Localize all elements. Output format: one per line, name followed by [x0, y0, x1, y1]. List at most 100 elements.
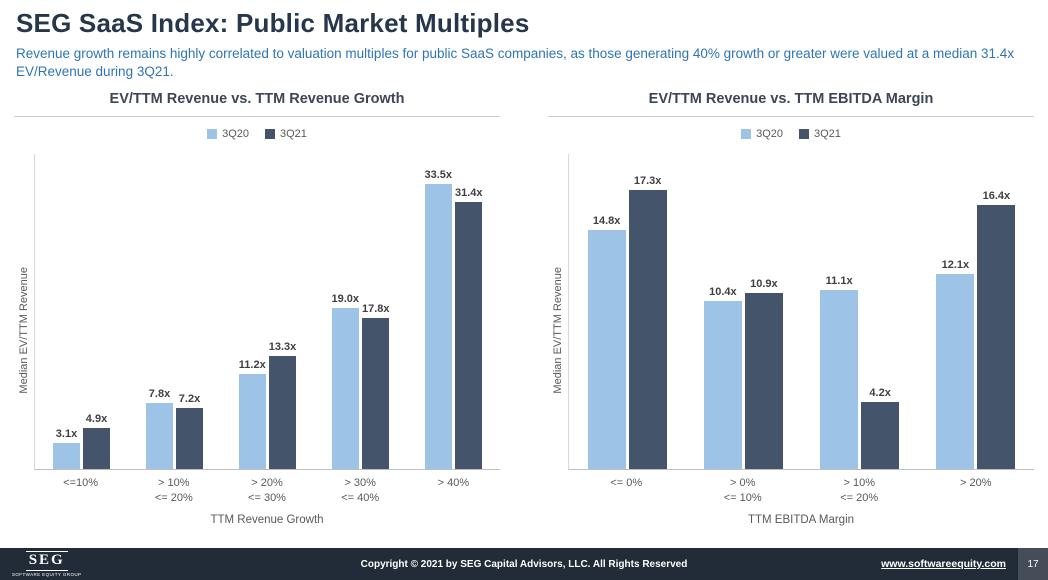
page-title: SEG SaaS Index: Public Market Multiples [16, 8, 530, 38]
bar [269, 356, 296, 470]
category-label: > 20% <= 30% [248, 477, 286, 505]
footer-right: www.softwareequity.com 17 [881, 548, 1048, 580]
bar-value-label: 14.8x [592, 215, 621, 228]
y-axis-label: Median EV/TTM Revenue [552, 267, 564, 394]
bar-3q21-0: 4.9x [83, 154, 110, 470]
bars-row: 3.1x 4.9x 7.8x 7.2x 11.2x 13.3x 19.0x 17.8x 33.5… [34, 154, 500, 471]
bar-3q21-2: 4.2x [861, 154, 900, 470]
bar [83, 427, 110, 470]
legend-swatch-3q20 [207, 129, 218, 140]
legend-item-3q21: 3Q21 [265, 128, 307, 140]
bar [936, 273, 975, 470]
legend-item-3q21: 3Q21 [799, 128, 841, 140]
bar-value-label: 16.4x [982, 189, 1011, 202]
bar [744, 293, 783, 470]
bar-value-label: 7.2x [178, 393, 201, 406]
footer-website-link[interactable]: www.softwareequity.com [881, 558, 1006, 570]
legend-label: 3Q20 [756, 128, 783, 141]
legend-item-3q20: 3Q20 [207, 128, 249, 140]
bar-group-0: 3.1x 4.9x [35, 154, 128, 470]
category-label: > 20% [960, 477, 992, 490]
bar-value-label: 17.8x [362, 302, 390, 315]
footer-copyright: Copyright © 2021 by SEG Capital Advisors… [360, 558, 688, 570]
bar-3q20-4: 33.5x [424, 154, 452, 470]
bar-value-label: 31.4x [455, 187, 483, 200]
seg-logo-subtext: Software Equity Group [12, 571, 82, 577]
bar-value-label: 19.0x [331, 292, 359, 305]
category-label: > 10% <= 20% [154, 477, 193, 505]
bar-value-label: 4.2x [869, 386, 891, 399]
category-label: <=10% [63, 477, 99, 490]
bar-group-4: 33.5x 31.4x [407, 154, 500, 470]
bar [820, 290, 859, 470]
bar-3q21-1: 7.2x [176, 154, 203, 470]
y-axis-column: Median EV/TTM Revenue [548, 154, 568, 506]
bar [238, 374, 266, 470]
legend-swatch-3q20 [741, 129, 752, 140]
bar-3q20-3: 12.1x [936, 154, 975, 470]
legend-label: 3Q20 [222, 128, 249, 141]
footer: SEG Software Equity Group Copyright © 20… [0, 548, 1048, 580]
chart-legend: 3Q20 3Q21 [548, 128, 1034, 140]
bar-value-label: 10.9x [750, 278, 778, 291]
bar-3q21-3: 16.4x [977, 154, 1016, 470]
bar [146, 403, 173, 470]
bar-group-3: 12.1x 16.4x [918, 154, 1034, 470]
bar-3q21-0: 17.3x [628, 154, 667, 470]
bar [703, 301, 742, 470]
category-label: > 40% [437, 477, 470, 490]
bar-group-1: 7.8x 7.2x [128, 154, 221, 470]
plot-area: 3.1x 4.9x 7.8x 7.2x 11.2x 13.3x 19.0x 17.8x 33.5… [34, 154, 500, 506]
bar [176, 408, 203, 470]
chart-body: Median EV/TTM Revenue 3.1x 4.9x 7.8x 7.2x 11… [14, 154, 500, 506]
bar-group-0: 14.8x 17.3x [569, 154, 685, 470]
chart-ev-revenue-vs-growth: EV/TTM Revenue vs. TTM Revenue Growth 3Q… [14, 91, 500, 526]
bar-value-label: 11.2x [238, 359, 266, 372]
bar-group-2: 11.2x 13.3x [221, 154, 314, 470]
bar [977, 204, 1016, 470]
category-label: > 10% <= 20% [840, 477, 879, 505]
bar-value-label: 10.4x [709, 286, 737, 299]
legend-swatch-3q21 [265, 129, 275, 140]
legend-item-3q20: 3Q20 [741, 128, 783, 140]
bar-value-label: 7.8x [148, 388, 171, 401]
bar-3q20-3: 19.0x [331, 154, 359, 470]
categories-row: <=10% > 10% <= 20% > 20% <= 30% > 30% <= 40… [34, 470, 500, 506]
bar-value-label: 13.3x [268, 341, 297, 354]
bar [53, 443, 80, 470]
chart-legend: 3Q20 3Q21 [14, 128, 500, 140]
bar-3q20-2: 11.2x [238, 154, 266, 470]
x-axis-label: TTM EBITDA Margin [747, 514, 855, 527]
categories-row: <= 0% > 0% <= 10% > 10% <= 20% > 20% [568, 470, 1034, 506]
bar-value-label: 3.1x [55, 428, 78, 441]
category-label: <= 0% [610, 477, 643, 490]
bar [861, 401, 900, 470]
bar-3q20-1: 10.4x [703, 154, 742, 470]
bar-group-2: 11.1x 4.2x [802, 154, 918, 470]
bar-3q21-4: 31.4x [455, 154, 483, 470]
bar-value-label: 33.5x [424, 169, 452, 182]
bar-value-label: 17.3x [633, 174, 662, 187]
chart-ev-revenue-vs-ebitda-margin: EV/TTM Revenue vs. TTM EBITDA Margin 3Q2… [548, 91, 1034, 526]
charts-container: EV/TTM Revenue vs. TTM Revenue Growth 3Q… [0, 81, 1048, 526]
bar-3q20-0: 14.8x [587, 154, 626, 470]
y-axis-column: Median EV/TTM Revenue [14, 154, 34, 506]
bar-group-1: 10.4x 10.9x [685, 154, 801, 470]
y-axis-label: Median EV/TTM Revenue [18, 267, 30, 394]
bar [424, 184, 452, 470]
legend-swatch-3q21 [799, 129, 809, 140]
page-subtitle: Revenue growth remains highly correlated… [16, 46, 1015, 80]
bar-3q20-0: 3.1x [53, 154, 80, 470]
plot-area: 14.8x 17.3x 10.4x 10.9x 11.1x 4.2x 12.1x 16.4x … [568, 154, 1034, 506]
bar-3q21-2: 13.3x [268, 154, 297, 470]
legend-label: 3Q21 [814, 128, 841, 141]
x-axis-label: TTM Revenue Growth [210, 514, 324, 527]
chart-title: EV/TTM Revenue vs. TTM Revenue Growth [14, 91, 500, 118]
seg-logo-text: SEG [25, 551, 68, 571]
category-label: > 0% <= 10% [723, 477, 762, 505]
page-number: 17 [1018, 548, 1048, 580]
header: SEG SaaS Index: Public Market Multiples … [0, 0, 1048, 81]
bar [628, 189, 667, 470]
bar-value-label: 12.1x [941, 258, 970, 271]
